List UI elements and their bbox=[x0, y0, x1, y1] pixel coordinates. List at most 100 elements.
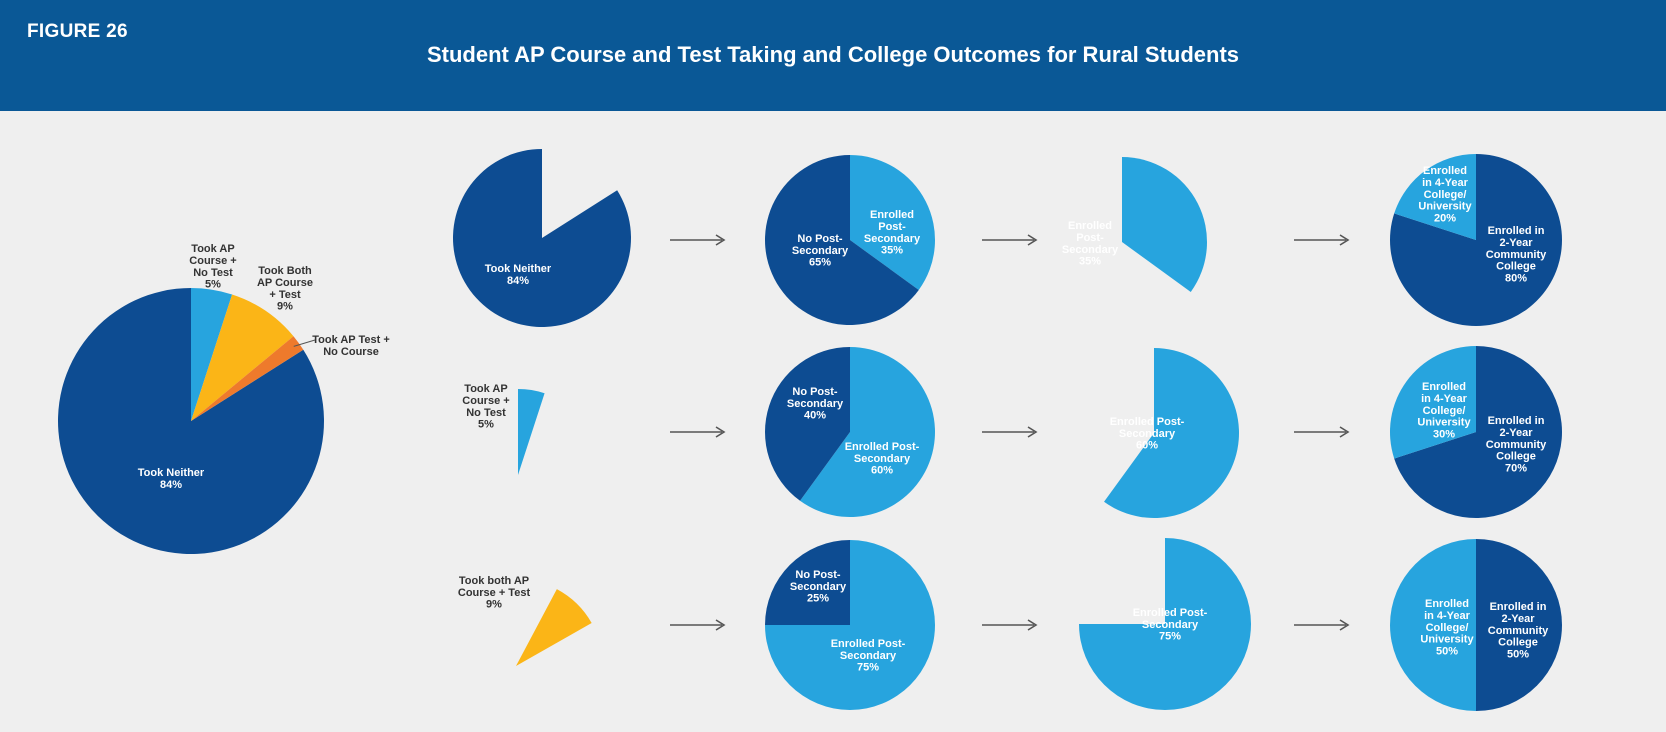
chart-stage: Took Neither 84%Took AP Course + No Test 5%T… bbox=[58, 149, 1562, 711]
row-3-no-postsecondary-label-line: Secondary bbox=[790, 581, 847, 593]
overall-label-took-both-ap-course-test-9-line: AP Course bbox=[257, 277, 313, 289]
row-3-enrolled-label-line: Secondary bbox=[840, 650, 897, 662]
row-1-arrow-2-head bbox=[1027, 234, 1038, 246]
row-1-four-year-label-line: College/ bbox=[1424, 189, 1467, 201]
row-1-two-year-label-line: Enrolled in bbox=[1488, 225, 1545, 237]
row-1-enrolled-label-line: 35% bbox=[881, 245, 903, 257]
row-2-enrolled-only-label: Enrolled Post-Secondary 60% bbox=[1110, 416, 1185, 452]
row-2-two-year-label-line: 2-Year bbox=[1499, 427, 1533, 439]
row-1-enrolled-slice bbox=[850, 155, 935, 290]
overall-label-took-both-ap-course-test-9-line: 9% bbox=[277, 301, 293, 313]
overall-leader-line bbox=[293, 339, 316, 347]
row-1-four-year-label-line: in 4-Year bbox=[1422, 177, 1469, 189]
row-3-group-label-line: Took both AP bbox=[459, 575, 529, 587]
row-3-two-year-label-line: College bbox=[1498, 637, 1538, 649]
row-1-two-year-label-line: College bbox=[1496, 261, 1536, 273]
row-3-group-label-line: 9% bbox=[486, 599, 502, 611]
row-2-two-year-label: Enrolled in 2-Year Community College 70% bbox=[1486, 415, 1547, 475]
row-2-enrolled-label-line: Secondary bbox=[854, 453, 911, 465]
overall-label-took-neither-84-line: 84% bbox=[160, 479, 182, 491]
row-2-two-year-label-line: 70% bbox=[1505, 463, 1527, 475]
row-1-enrolled-label: Enrolled Post-Secondary 35% bbox=[864, 209, 921, 257]
row-2-four-year-slice bbox=[1389, 346, 1476, 459]
row-2-enrolled-slice bbox=[800, 347, 936, 517]
row-2-two-year-slice bbox=[1394, 346, 1562, 518]
row-2-enrolled-only-label-line: Enrolled Post- bbox=[1110, 416, 1185, 428]
overall-label-took-ap-course-no-test-5-line: 5% bbox=[205, 279, 221, 291]
overall-label-took-ap-test-no-course-line: No Course bbox=[323, 346, 379, 358]
row-1-group-slice bbox=[453, 149, 631, 327]
row-3-arrow-3-head bbox=[1339, 619, 1350, 631]
row-2-arrow-3-head bbox=[1339, 426, 1350, 438]
row-3-no-postsecondary-slice bbox=[765, 540, 850, 625]
row-1-enrolled-only-label-line: 35% bbox=[1079, 256, 1101, 268]
row-3-arrow-1 bbox=[670, 619, 726, 631]
row-3-two-year-label-line: 50% bbox=[1507, 649, 1529, 661]
row-2-group-label: Took AP Course + No Test 5% bbox=[462, 383, 509, 431]
overall-slice-took-both-ap-course-test-9 bbox=[191, 294, 294, 421]
row-1-enrolled-only-label: Enrolled Post-Secondary 35% bbox=[1062, 220, 1119, 268]
row-2-four-year-label: Enrolled in 4-Year College/University 30% bbox=[1417, 381, 1471, 441]
row-1-group-label: Took Neither 84% bbox=[485, 263, 552, 287]
row-1-two-year-label-line: 2-Year bbox=[1499, 237, 1533, 249]
row-3-enrolled-only-label: Enrolled Post-Secondary 75% bbox=[1133, 607, 1208, 643]
figure-header: FIGURE 26 Student AP Course and Test Tak… bbox=[0, 0, 1666, 111]
row-1-arrow-3 bbox=[1294, 234, 1350, 246]
row-3-enrolled-label-line: 75% bbox=[857, 662, 879, 674]
overall-label-took-ap-test-no-course: Took AP Test + No Course bbox=[312, 334, 390, 358]
overall-slice-took-neither-84 bbox=[58, 288, 324, 554]
row-2-arrow-1 bbox=[670, 426, 726, 438]
row-2-four-year-label-line: University bbox=[1417, 417, 1471, 429]
row-2-arrow-2-head bbox=[1027, 426, 1038, 438]
row-1-group-label-line: 84% bbox=[507, 275, 529, 287]
row-2-no-postsecondary-label-line: No Post- bbox=[792, 386, 838, 398]
row-3-arrow-2 bbox=[982, 619, 1038, 631]
row-1-four-year-label-line: Enrolled bbox=[1423, 165, 1467, 177]
row-1-four-year-label: Enrolled in 4-Year College/University 20% bbox=[1418, 165, 1472, 225]
row-2-four-year-label-line: College/ bbox=[1423, 405, 1466, 417]
row-1-two-year-label: Enrolled in 2-Year Community College 80% bbox=[1486, 225, 1547, 285]
row-1-enrolled-label-line: Enrolled bbox=[870, 209, 914, 221]
row-3-enrolled-only-label-line: 75% bbox=[1159, 631, 1181, 643]
row-1-two-year-label-line: 80% bbox=[1505, 273, 1527, 285]
row-1-no-postsecondary-label-line: No Post- bbox=[797, 233, 843, 245]
row-1-enrolled-only-label-line: Secondary bbox=[1062, 244, 1119, 256]
row-1-two-year-slice bbox=[1389, 154, 1562, 326]
overall-label-took-both-ap-course-test-9: Took Both AP Course + Test 9% bbox=[257, 265, 313, 313]
row-2-two-year-label-line: Community bbox=[1486, 439, 1547, 451]
row-2-enrolled-label-line: 60% bbox=[871, 465, 893, 477]
row-2-two-year-label-line: College bbox=[1496, 451, 1536, 463]
row-3-two-year-label: Enrolled in 2-Year Community College 50% bbox=[1488, 601, 1549, 661]
row-1-no-postsecondary-label-line: Secondary bbox=[792, 245, 849, 257]
row-3-group-label: Took both AP Course + Test 9% bbox=[458, 575, 531, 611]
row-2-group-label-line: No Test bbox=[466, 407, 506, 419]
row-1-enrolled-label-line: Post- bbox=[878, 221, 906, 233]
overall-slice-took-ap-test-no-course bbox=[191, 336, 304, 421]
overall-label-took-both-ap-course-test-9-line: Took Both bbox=[258, 265, 312, 277]
row-3-two-year-label-line: 2-Year bbox=[1501, 613, 1535, 625]
row-3-enrolled-label: Enrolled Post-Secondary 75% bbox=[831, 638, 906, 674]
row-3-four-year-label: Enrolled in 4-Year College/University 50% bbox=[1420, 598, 1474, 658]
row-1-enrolled-label-line: Secondary bbox=[864, 233, 921, 245]
overall-label-took-neither-84: Took Neither 84% bbox=[138, 467, 205, 491]
row-3-no-postsecondary-label: No Post-Secondary 25% bbox=[790, 569, 847, 605]
overall-label-took-neither-84-line: Took Neither bbox=[138, 467, 205, 479]
figure-title: Student AP Course and Test Taking and Co… bbox=[426, 42, 1240, 67]
row-3-two-year-slice bbox=[1476, 539, 1562, 711]
row-2-arrow-2 bbox=[982, 426, 1038, 438]
overall-label-took-ap-test-no-course-line: Took AP Test + bbox=[312, 334, 390, 346]
row-3-four-year-label-line: 50% bbox=[1436, 646, 1458, 658]
row-2-no-postsecondary-label-line: Secondary bbox=[787, 398, 844, 410]
row-2-group-label-line: 5% bbox=[478, 419, 494, 431]
row-2-group-label-line: Course + bbox=[462, 395, 509, 407]
overall-label-took-both-ap-course-test-9-line: + Test bbox=[269, 289, 301, 301]
row-2-enrolled-only-slice bbox=[1104, 348, 1239, 518]
row-2-enrolled-only-label-line: Secondary bbox=[1119, 428, 1176, 440]
row-1-arrow-1-head bbox=[715, 234, 726, 246]
row-2-group-slice bbox=[518, 389, 545, 475]
row-3-enrolled-label-line: Enrolled Post- bbox=[831, 638, 906, 650]
row-3-two-year-label-line: Community bbox=[1488, 625, 1549, 637]
row-3-four-year-label-line: Enrolled bbox=[1425, 598, 1469, 610]
row-3-enrolled-only-label-line: Secondary bbox=[1142, 619, 1199, 631]
row-2-group-label-line: Took AP bbox=[464, 383, 507, 395]
